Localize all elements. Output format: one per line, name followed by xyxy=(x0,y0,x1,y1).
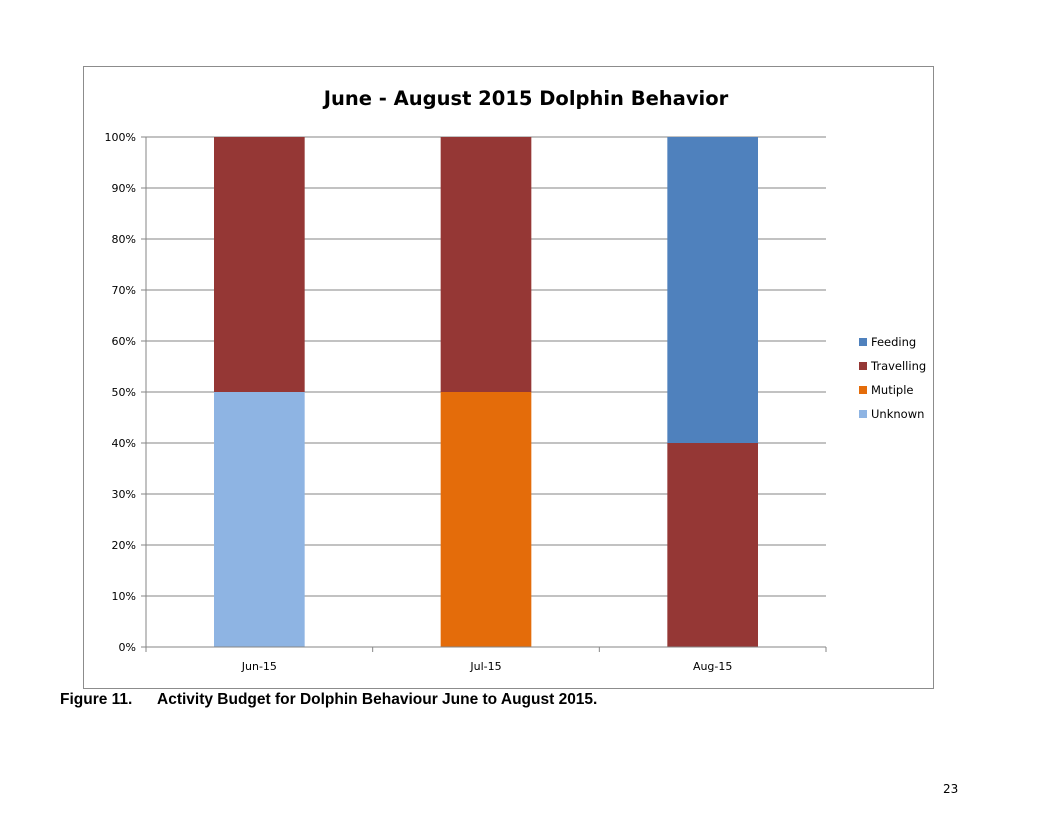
x-tick-label: Jul-15 xyxy=(469,660,501,673)
legend-swatch-mutiple xyxy=(859,386,867,394)
x-tick-label: Aug-15 xyxy=(693,660,732,673)
y-tick-label: 70% xyxy=(112,284,136,297)
bar-travelling-jun-15 xyxy=(214,137,305,392)
bar-feeding-aug-15 xyxy=(667,137,758,443)
axes: 0% 10% 20% 30% 40% 50% 60% 70% 80% 90% 100% Jun-15 J… xyxy=(105,131,827,673)
figure-number: Figure 11. xyxy=(60,691,133,708)
legend-swatch-unknown xyxy=(859,410,867,418)
x-tick-label: Jun-15 xyxy=(241,660,277,673)
legend-label-feeding: Feeding xyxy=(871,335,916,349)
bar-mutiple-jul-15 xyxy=(440,392,532,647)
stacked-bar-chart: June - August 2015 Dolphin Behavior 0% 10… xyxy=(105,87,927,673)
legend-swatch-travelling xyxy=(859,362,867,370)
chart-title: June - August 2015 Dolphin Behavior xyxy=(322,87,729,110)
page-number: 23 xyxy=(943,782,959,796)
y-tick-label: 80% xyxy=(112,233,136,246)
bar-travelling-jul-15 xyxy=(440,137,532,392)
y-tick-label: 40% xyxy=(112,437,136,450)
legend-label-travelling: Travelling xyxy=(870,359,926,373)
y-tick-label: 50% xyxy=(112,386,136,399)
bar-unknown-jun-15 xyxy=(214,392,305,647)
y-tick-label: 30% xyxy=(112,488,136,501)
legend-swatch-feeding xyxy=(859,338,867,346)
legend-label-unknown: Unknown xyxy=(871,407,924,421)
y-tick-label: 90% xyxy=(112,182,136,195)
y-tick-label: 60% xyxy=(112,335,136,348)
y-tick-label: 100% xyxy=(105,131,136,144)
figure-caption-text: Activity Budget for Dolphin Behaviour Ju… xyxy=(157,691,598,708)
bar-travelling-aug-15 xyxy=(667,443,758,647)
bars xyxy=(214,137,758,647)
chart-frame: June - August 2015 Dolphin Behavior 0% 10… xyxy=(83,66,934,689)
legend: Feeding Travelling Mutiple Unknown xyxy=(859,335,926,421)
y-tick-label: 0% xyxy=(119,641,136,654)
figure-caption: Figure 11. Activity Budget for Dolphin Be… xyxy=(60,691,597,709)
legend-label-mutiple: Mutiple xyxy=(871,383,914,397)
y-tick-label: 10% xyxy=(112,590,136,603)
y-tick-label: 20% xyxy=(112,539,136,552)
